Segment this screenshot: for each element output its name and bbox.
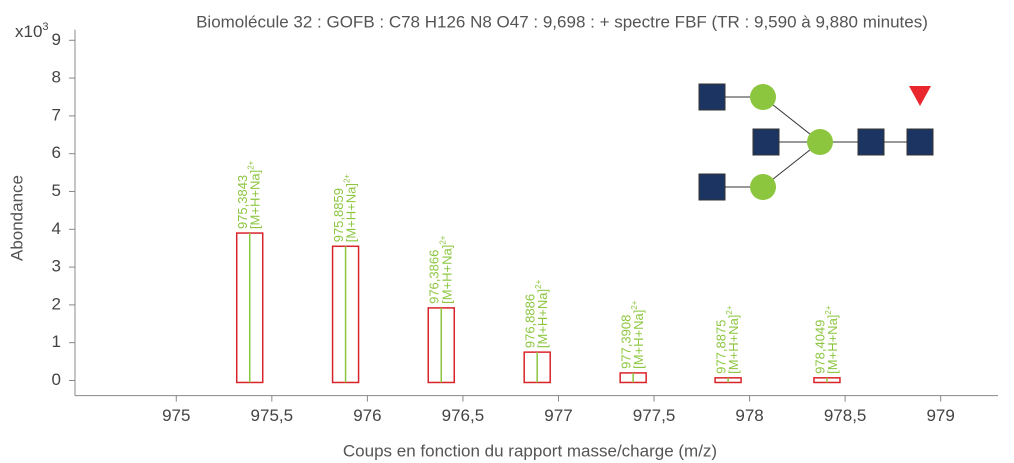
ion-charge: 2+ (247, 160, 256, 169)
ion-label: [M+H+Na] (344, 183, 359, 242)
peak-ion-label: [M+H+Na]2+ (534, 279, 550, 348)
chart-title: Biomolécule 32 : GOFB : C78 H126 N8 O47 … (196, 12, 928, 31)
peak-ion-label: [M+H+Na]2+ (438, 235, 454, 304)
y-tick-label: 9 (52, 30, 61, 49)
ion-charge: 2+ (438, 235, 447, 244)
y-tick-label: 2 (52, 294, 61, 313)
ion-label: [M+H+Na] (536, 289, 551, 348)
ion-charge: 2+ (824, 305, 833, 314)
ion-label: [M+H+Na] (632, 310, 647, 369)
x-tick-label: 975,5 (251, 406, 294, 425)
y-tick-label: 3 (52, 257, 61, 276)
x-tick-label: 977 (544, 406, 572, 425)
peak-mz-label: 977,3908 (619, 315, 634, 369)
peak-label: 977,8875[M+H+Na]2+ (714, 305, 742, 374)
peak-ion-label: [M+H+Na]2+ (824, 305, 840, 374)
y-multiplier: x103 (15, 21, 49, 42)
peak-ion-label: [M+H+Na]2+ (725, 305, 741, 374)
peak-mz-label: 978,4049 (812, 320, 827, 374)
peak-ion-label: [M+H+Na]2+ (630, 300, 646, 369)
y-tick-label: 6 (52, 143, 61, 162)
ion-charge: 2+ (630, 300, 639, 309)
y-tick-label: 1 (52, 332, 61, 351)
peak-label: 976,8886[M+H+Na]2+ (523, 279, 551, 348)
ion-charge: 2+ (725, 305, 734, 314)
x-tick-label: 978,5 (824, 406, 867, 425)
y-tick-label: 5 (52, 181, 61, 200)
peak-mz-label: 976,3866 (427, 250, 442, 304)
peak-label: 975,3843[M+H+Na]2+ (235, 160, 263, 229)
y-axis-label: Abondance (7, 175, 26, 261)
y-tick-label: 8 (52, 68, 61, 87)
peak-mz-label: 975,3843 (235, 175, 250, 229)
y-tick-label: 4 (52, 219, 61, 238)
peak-label: 977,3908[M+H+Na]2+ (619, 300, 647, 369)
x-tick-label: 976 (353, 406, 381, 425)
ion-label: [M+H+Na] (727, 315, 742, 374)
x-tick-label: 975 (162, 406, 190, 425)
peak-label: 975,8859[M+H+Na]2+ (331, 174, 359, 243)
x-tick-label: 977,5 (633, 406, 676, 425)
y-tick-label: 7 (52, 105, 61, 124)
peak-mz-label: 977,8875 (714, 320, 729, 374)
peak-mz-label: 975,8859 (331, 188, 346, 242)
peak-label: 976,3866[M+H+Na]2+ (427, 235, 455, 304)
peak-label: 978,4049[M+H+Na]2+ (812, 305, 840, 374)
y-tick-label: 0 (52, 370, 61, 389)
x-tick-label: 976,5 (442, 406, 485, 425)
peak-ion-label: [M+H+Na]2+ (343, 174, 359, 243)
ion-label: [M+H+Na] (248, 170, 263, 229)
peak-mz-label: 976,8886 (523, 294, 538, 348)
ion-label: [M+H+Na] (440, 245, 455, 304)
x-tick-label: 979 (926, 406, 954, 425)
x-axis-label: Coups en fonction du rapport masse/charg… (343, 441, 717, 460)
ion-label: [M+H+Na] (825, 315, 840, 374)
x-tick-label: 978 (735, 406, 763, 425)
ion-charge: 2+ (343, 174, 352, 183)
peak-ion-label: [M+H+Na]2+ (247, 160, 263, 229)
glycan-diagram (698, 83, 934, 201)
ion-charge: 2+ (534, 279, 543, 288)
